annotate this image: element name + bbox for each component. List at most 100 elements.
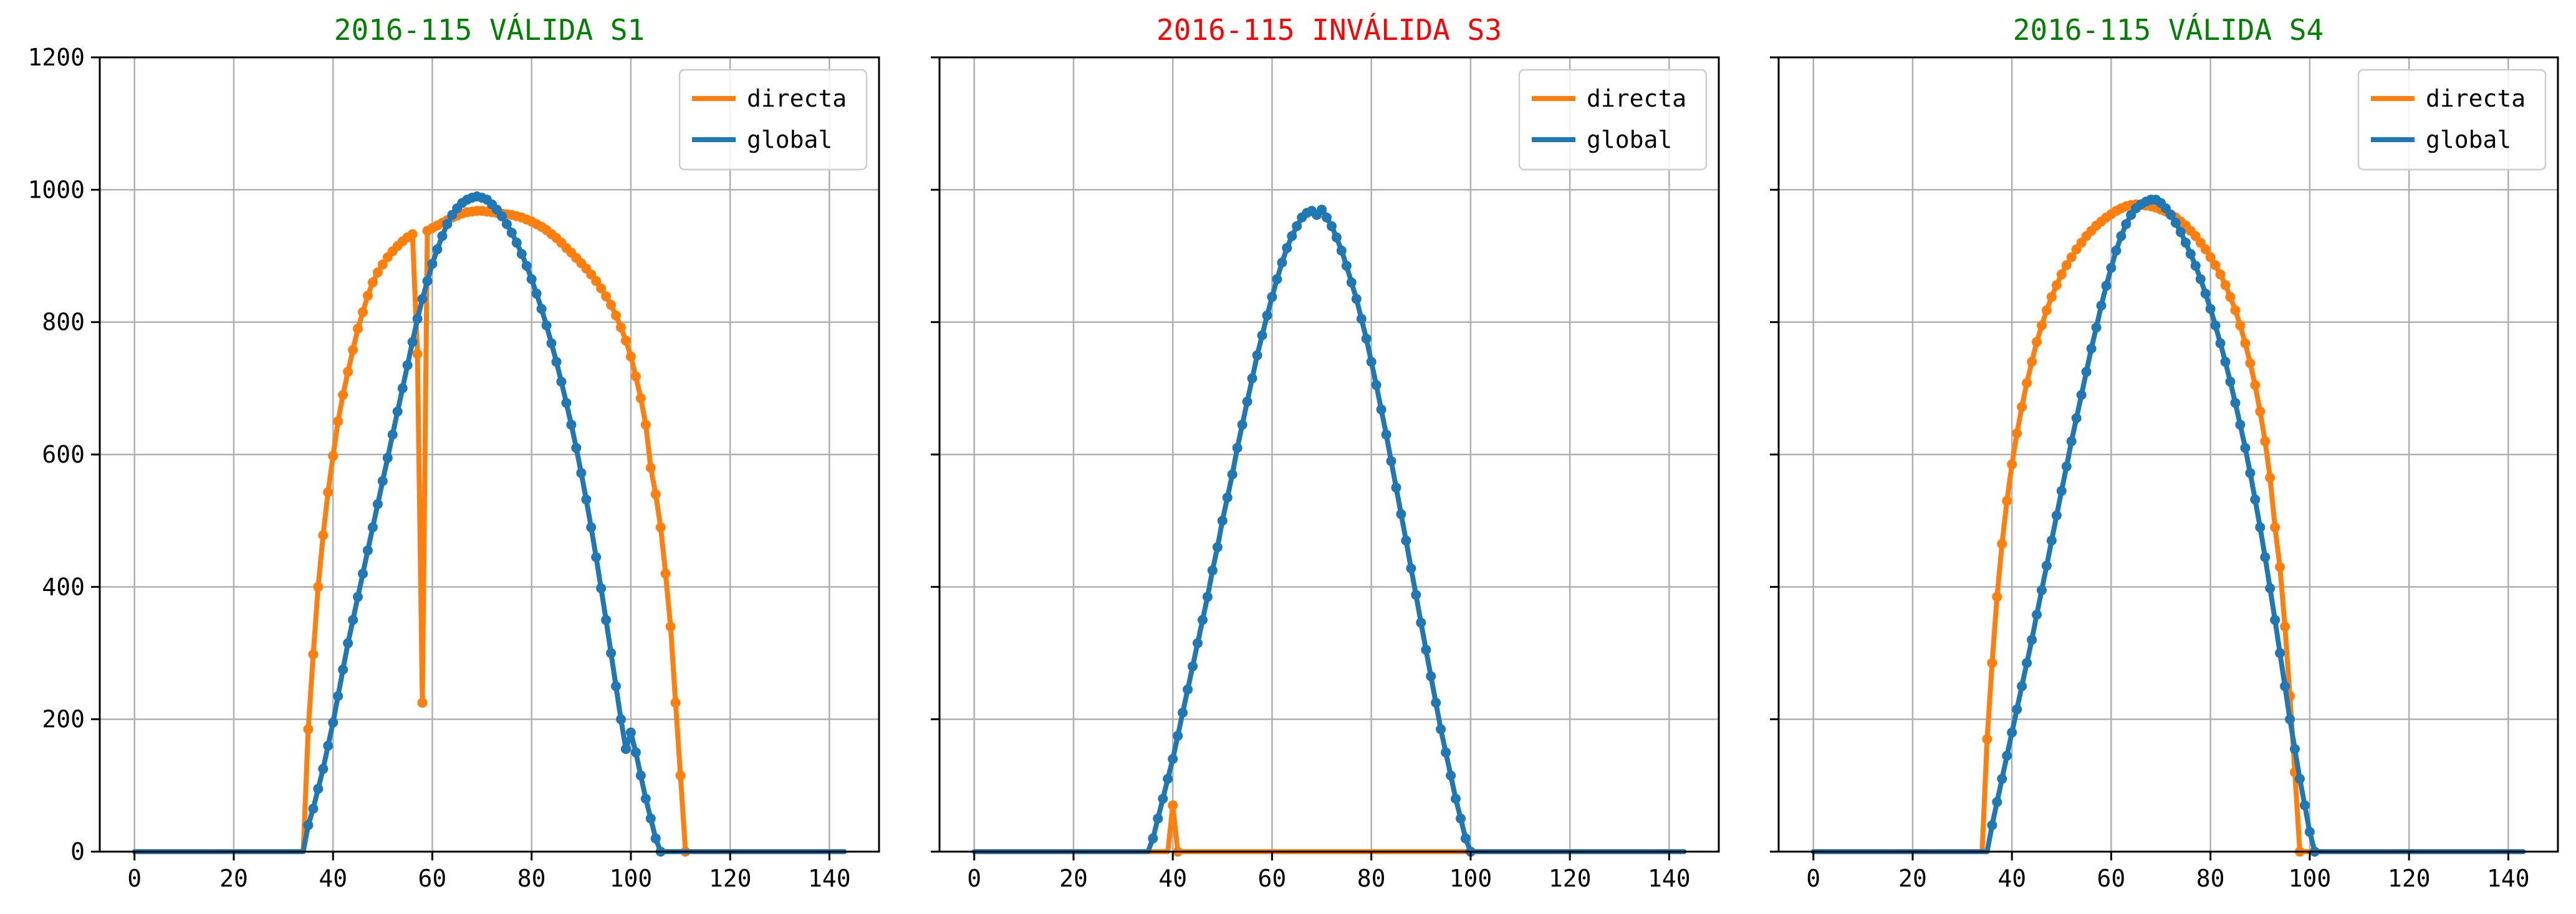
data-point-directa [353,324,363,334]
x-tick-label: 140 [808,865,851,892]
data-point-global [1331,232,1342,243]
data-point-directa [2032,337,2042,347]
legend-box [678,69,868,171]
data-point-global [531,289,542,299]
data-point-global [1416,617,1426,628]
data-point-global [367,522,378,532]
data-point-global [2200,289,2211,299]
data-point-global [586,522,597,532]
data-point-global [576,468,587,478]
data-point-global [2037,585,2047,595]
x-tick-label: 60 [2097,865,2126,892]
data-point-directa [1982,734,1992,744]
data-point-global [2007,727,2017,738]
data-point-global [1257,330,1267,340]
data-point-global [2002,751,2012,761]
x-tick-label: 120 [709,865,752,892]
data-point-global [382,453,393,463]
legend-label-directa: directa [1587,85,1686,112]
data-point-global [2275,648,2285,658]
data-point-global [2076,390,2087,400]
data-point-global [2295,774,2305,784]
data-point-directa [313,582,324,592]
x-tick-label: 0 [967,865,981,892]
data-point-global [2285,714,2295,724]
data-point-directa [2022,378,2032,388]
x-tick-label: 20 [1059,865,1088,892]
x-tick-label: 40 [319,865,347,892]
data-point-global [1431,698,1441,708]
data-point-global [1212,542,1223,552]
data-point-directa [620,335,631,346]
data-point-global [1217,516,1228,526]
data-point-global [2185,249,2196,259]
data-point-global [1327,221,1337,231]
data-point-global [1317,204,1327,215]
data-point-global [1336,246,1347,256]
data-point-directa [2235,320,2246,330]
data-point-global [1351,294,1362,304]
data-point-global [1232,443,1242,453]
data-point-global [1168,754,1178,764]
data-point-directa [611,310,621,320]
data-point-directa [412,349,423,359]
data-point-global [2071,413,2082,423]
data-point-directa [596,283,607,294]
data-point-global [1188,661,1198,671]
data-point-global [407,337,418,347]
data-point-global [596,583,607,594]
data-point-global [511,238,522,248]
data-point-global [1198,615,1208,625]
data-point-global [2250,494,2261,505]
data-point-global [1242,397,1252,407]
data-point-directa [2007,459,2017,469]
data-point-global [1346,277,1357,287]
legend-label-directa: directa [2426,85,2526,112]
data-point-global [427,259,438,269]
data-point-global [1267,292,1277,302]
data-point-global [620,744,631,754]
x-tick-label: 100 [1449,865,1492,892]
data-point-global [437,231,448,241]
data-point-global [1287,231,1297,241]
data-point-directa [591,276,602,286]
x-tick-label: 140 [1648,865,1691,892]
series-line-directa [132,208,847,854]
data-point-directa [660,569,671,579]
data-point-global [353,592,363,602]
data-point-directa [650,489,661,499]
data-point-global [2027,635,2037,645]
data-point-directa [2210,260,2221,271]
data-point-directa [625,351,636,362]
data-point-directa [2265,473,2276,483]
x-tick-label: 140 [2487,865,2530,892]
data-point-global [2225,377,2236,387]
data-point-global [1456,813,1466,824]
data-point-global [606,648,617,658]
data-point-global [1262,310,1272,320]
data-point-directa [1168,800,1178,811]
data-point-directa [2255,406,2266,416]
data-point-global [640,794,651,804]
data-point-global [536,304,547,314]
data-point-directa [2002,496,2012,506]
data-point-directa [2225,292,2236,302]
data-point-global [397,383,408,393]
data-point-directa [318,530,329,541]
data-point-directa [635,393,646,403]
data-point-global [551,357,562,367]
data-point-global [2220,357,2231,367]
data-point-global [1411,590,1421,600]
data-point-global [2111,246,2122,256]
data-point-global [645,813,656,824]
data-point-global [1148,833,1158,844]
data-point-global [362,545,373,556]
data-point-global [348,615,358,625]
data-point-directa [2017,402,2027,412]
data-point-global [2280,681,2290,691]
data-point-global [442,219,453,229]
y-tick-label: 200 [42,706,85,733]
legend-label-global: global [2426,126,2511,153]
data-point-global [2017,681,2027,691]
